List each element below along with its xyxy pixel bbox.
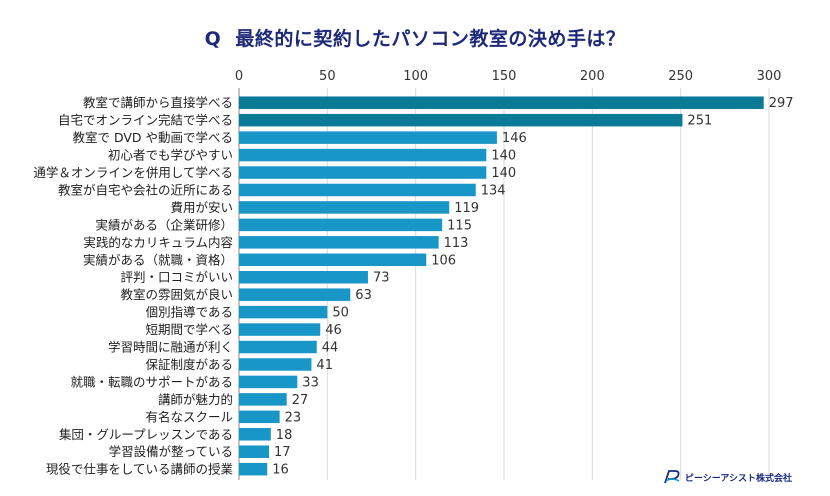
bar: [239, 305, 328, 319]
value-label: 18: [276, 428, 293, 443]
x-tick-labels: 0 50 100 150 200 250 300: [235, 69, 782, 84]
category-label: 集団・グループレッスンである: [59, 427, 233, 442]
bar: [239, 113, 683, 127]
value-label: 297: [769, 96, 794, 111]
x-tick-label: 0: [235, 69, 243, 84]
category-label: 学習時間に融通が利く: [108, 340, 233, 355]
value-label: 41: [316, 358, 333, 373]
x-tick-label: 50: [319, 69, 336, 84]
bar: [239, 131, 497, 144]
grid-lines: [238, 88, 770, 480]
category-label: 有名なスクール: [145, 409, 233, 424]
category-label: 学習設備が整っている: [109, 444, 233, 459]
category-label: 講師が魅力的: [158, 392, 233, 407]
x-tick-label: 300: [757, 69, 782, 84]
bar: [239, 201, 450, 214]
x-tick-label: 100: [403, 69, 428, 84]
bar: [239, 375, 298, 389]
value-label: 44: [322, 341, 339, 356]
title-text: 最終的に契約したパソコン教室の決め手は？: [235, 28, 626, 50]
pc-assist-logo-icon: [664, 470, 680, 484]
bar: [239, 166, 487, 179]
value-label: 146: [502, 131, 527, 146]
value-label: 134: [481, 183, 506, 198]
x-tick-label: 150: [492, 69, 517, 84]
category-label: 教室で講師から直接学べる: [83, 95, 233, 110]
category-label: 現役で仕事をしている講師の授業: [46, 462, 234, 477]
bar: [239, 96, 764, 109]
bar: [239, 410, 280, 424]
bars: [239, 96, 764, 476]
value-label: 251: [687, 114, 712, 129]
logo-text: ピーシーアシスト株式会社: [684, 473, 792, 484]
value-label: 140: [491, 166, 516, 181]
category-label: 教室の雰囲気が良い: [120, 287, 233, 302]
bar: [239, 288, 351, 301]
bar: [239, 183, 476, 197]
category-label: 就職・転職のサポートがある: [70, 374, 233, 389]
value-label: 46: [325, 323, 342, 338]
chart-title: Q 最終的に契約したパソコン教室の決め手は？: [0, 24, 830, 51]
category-label: 費用が安い: [170, 200, 233, 215]
bar: [239, 445, 270, 458]
value-label: 23: [285, 410, 302, 425]
category-label: 保証制度がある: [145, 357, 233, 372]
value-label: 106: [431, 253, 456, 268]
value-label: 50: [332, 306, 349, 321]
bar: [239, 323, 321, 336]
category-label: 自宅でオンライン完結で学べる: [58, 113, 233, 128]
value-label: 27: [292, 393, 309, 408]
category-label: 通学＆オンラインを併用して学べる: [33, 165, 233, 180]
bar: [239, 428, 271, 441]
category-label: 初心者でも学びやすい: [108, 148, 233, 163]
value-label: 33: [302, 375, 319, 390]
category-label: 実践的なカリキュラム内容: [83, 235, 233, 250]
bar: [239, 253, 427, 267]
value-label: 115: [447, 218, 472, 233]
bar: [239, 393, 287, 406]
value-label: 73: [373, 271, 390, 286]
bar: [239, 270, 368, 284]
value-label: 119: [454, 201, 479, 216]
bar: [239, 358, 312, 371]
bar: [239, 148, 487, 162]
category-label: 個別指導である: [146, 305, 233, 320]
value-label: 17: [274, 445, 291, 460]
value-label: 16: [272, 463, 289, 478]
category-label: 教室で DVD や動画で学べる: [72, 130, 233, 145]
x-tick-label: 200: [580, 69, 605, 84]
value-label: 113: [444, 236, 469, 251]
category-label: 実績がある（企業研修）: [95, 217, 233, 232]
x-tick-label: 250: [668, 69, 693, 84]
category-label: 短期間で学べる: [145, 322, 233, 337]
category-label: 評判・口コミがいい: [120, 270, 233, 285]
bar: [239, 218, 443, 232]
bar: [239, 236, 439, 249]
bar: [239, 340, 317, 354]
category-label: 教室が自宅や会社の近所にある: [58, 182, 233, 197]
bar: [239, 462, 268, 476]
title-prefix: Q: [204, 28, 222, 50]
value-label: 63: [355, 288, 372, 303]
company-logo: ピーシーアシスト株式会社: [663, 470, 792, 484]
category-label: 実績がある（就職・資格）: [83, 252, 233, 267]
value-label: 140: [491, 149, 516, 164]
